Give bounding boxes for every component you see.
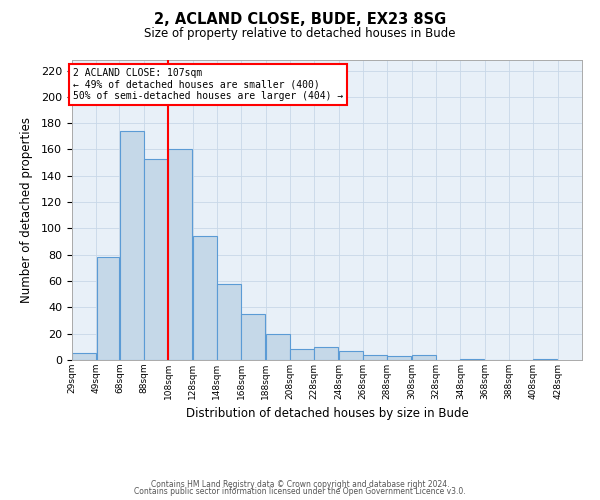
- Bar: [241, 314, 265, 360]
- Bar: [266, 334, 290, 360]
- Bar: [169, 150, 193, 360]
- Bar: [290, 350, 314, 360]
- Bar: [363, 354, 387, 360]
- Text: Contains public sector information licensed under the Open Government Licence v3: Contains public sector information licen…: [134, 488, 466, 496]
- Text: Size of property relative to detached houses in Bude: Size of property relative to detached ho…: [144, 28, 456, 40]
- Bar: [339, 351, 363, 360]
- Bar: [388, 356, 412, 360]
- Y-axis label: Number of detached properties: Number of detached properties: [20, 117, 32, 303]
- Text: Contains HM Land Registry data © Crown copyright and database right 2024.: Contains HM Land Registry data © Crown c…: [151, 480, 449, 489]
- Bar: [460, 358, 484, 360]
- Bar: [314, 347, 338, 360]
- Bar: [144, 158, 168, 360]
- Bar: [533, 358, 557, 360]
- Bar: [217, 284, 241, 360]
- Text: 2 ACLAND CLOSE: 107sqm
← 49% of detached houses are smaller (400)
50% of semi-de: 2 ACLAND CLOSE: 107sqm ← 49% of detached…: [73, 68, 343, 101]
- Bar: [97, 258, 119, 360]
- Bar: [193, 236, 217, 360]
- Text: 2, ACLAND CLOSE, BUDE, EX23 8SG: 2, ACLAND CLOSE, BUDE, EX23 8SG: [154, 12, 446, 28]
- Bar: [119, 131, 143, 360]
- Bar: [72, 354, 96, 360]
- Bar: [412, 354, 436, 360]
- X-axis label: Distribution of detached houses by size in Bude: Distribution of detached houses by size …: [185, 408, 469, 420]
